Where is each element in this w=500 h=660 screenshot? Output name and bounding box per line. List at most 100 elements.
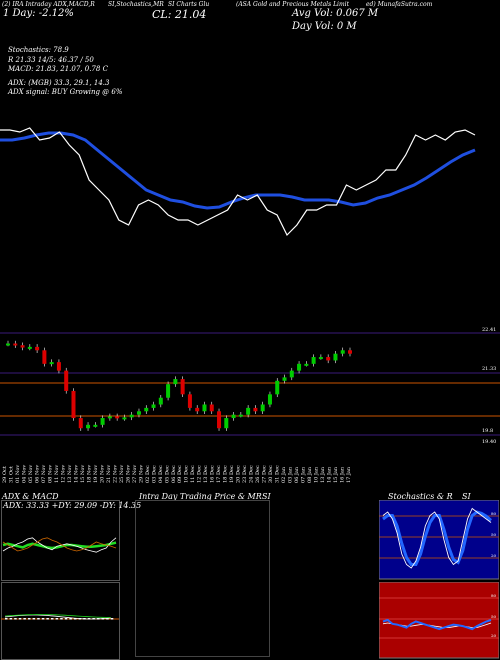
adx-values: ADX: 33.33 +DY: 29.09 -DY: 14.35 xyxy=(3,501,142,510)
date-label: 16 Jan xyxy=(340,466,346,483)
stoch-panel-si: SI xyxy=(462,492,471,501)
stoch-readout: Stochastics: 78.9 xyxy=(8,46,69,54)
macd-histogram-bar xyxy=(46,618,49,620)
header-site: ed) MunafaSutra.com xyxy=(366,1,433,8)
header-subtitle: SI,Stochastics,MR xyxy=(108,1,164,8)
date-label: 30 Dec xyxy=(268,465,274,483)
date-label: 18 Nov xyxy=(86,465,92,483)
date-label: 10 Dec xyxy=(184,465,190,483)
rsi-label-80: 80 xyxy=(491,593,497,598)
candle-body xyxy=(297,363,302,371)
date-label: 02 Jan xyxy=(281,466,287,483)
macd-histogram-bar xyxy=(74,618,77,620)
date-label: 11 Nov xyxy=(54,465,60,483)
candle-body xyxy=(20,345,25,348)
price-tick-bottom: 19.40 xyxy=(482,439,496,445)
intraday-panel-si: SI xyxy=(262,492,271,501)
day-change: 1 Day: -2.12% xyxy=(3,8,74,19)
date-label: 09 Dec xyxy=(177,465,183,483)
date-label: 08 Jan xyxy=(307,466,313,483)
date-label: 13 Dec xyxy=(203,465,209,483)
date-label: 16 Dec xyxy=(210,465,216,483)
rsi-label-20: 20 xyxy=(491,633,497,638)
candle-body xyxy=(100,418,105,425)
candle-body xyxy=(333,353,338,361)
candle-body xyxy=(151,404,156,408)
date-label: 03 Jan xyxy=(288,466,294,483)
r-readout: R 21.33 14/5: 46.37 / 50 xyxy=(8,56,94,64)
candle-body xyxy=(253,407,258,412)
adx-line xyxy=(2,541,117,550)
candle-body xyxy=(202,404,207,412)
macd-histogram-bar xyxy=(28,618,31,620)
date-label: 15 Nov xyxy=(80,465,86,483)
date-label: 22 Nov xyxy=(112,465,118,483)
price-tick-low: 19.8 xyxy=(482,428,493,434)
rsi-chart: 80 50 20 xyxy=(379,582,499,659)
candle-body xyxy=(35,346,40,351)
stochastics-chart: 80 50 20 xyxy=(379,500,499,580)
macd-histogram-bar xyxy=(37,618,40,620)
rsi-line xyxy=(382,618,492,631)
adx-panel xyxy=(1,500,120,581)
candle-body xyxy=(158,397,163,405)
date-label: 29 Oct xyxy=(2,466,8,483)
adx-chart xyxy=(2,537,117,553)
macd-histogram-bar xyxy=(23,618,26,620)
date-label: 03 Dec xyxy=(151,465,157,483)
intraday-panel-title: Intra Day Trading Price & MR xyxy=(139,492,262,501)
rsi-bg xyxy=(379,582,499,659)
macd-histogram-bar xyxy=(69,618,72,620)
header-subtitle-2: SI Charts Glu xyxy=(168,1,210,8)
macd-readout: MACD: 21.83, 21.07, 0.78 C xyxy=(8,65,108,73)
macd-histogram-bar xyxy=(5,618,8,620)
date-label: 17 Dec xyxy=(216,465,222,483)
candle-body xyxy=(180,379,185,395)
candle-body xyxy=(144,407,149,412)
close-price: CL: 21.04 xyxy=(152,8,207,21)
stoch-panel-title: Stochastics & R xyxy=(388,492,453,501)
candle-body xyxy=(107,416,112,419)
minus-di-line xyxy=(2,537,117,552)
candle-body xyxy=(326,357,331,361)
candle-body xyxy=(27,346,32,349)
date-label: 18 Dec xyxy=(223,465,229,483)
macd-histogram-bar xyxy=(41,618,45,620)
candle-body xyxy=(304,363,309,366)
macd-histogram-bar xyxy=(55,618,59,620)
candle-body xyxy=(166,384,171,398)
adx-readout: ADX: (MGB) 33.3, 29.1, 14.3 xyxy=(8,79,110,87)
date-label: 24 Dec xyxy=(249,465,255,483)
date-label: 06 Jan xyxy=(294,466,300,483)
date-label: 20 Nov xyxy=(99,465,105,483)
header-title: (2) IRA Intraday ADX,MACD,R xyxy=(2,1,95,8)
candle-body xyxy=(86,424,91,429)
candle-body xyxy=(71,390,76,419)
stoch-label-50: 50 xyxy=(491,532,497,537)
date-label: 27 Dec xyxy=(262,465,268,483)
candle-body xyxy=(93,424,98,427)
date-label: 02 Dec xyxy=(145,465,151,483)
date-label: 14 Jan xyxy=(327,466,333,483)
adx-signal: ADX signal: BUY Growing @ 6% xyxy=(8,88,123,96)
date-label: 27 Nov xyxy=(132,465,138,483)
candle-body xyxy=(282,377,287,381)
candle-body xyxy=(318,357,323,360)
candle-body xyxy=(13,343,18,346)
rsi-label-50: 50 xyxy=(491,614,497,619)
price-ma-chart xyxy=(0,127,476,237)
candle-body xyxy=(49,362,54,365)
macd-histogram-bar xyxy=(14,618,17,620)
date-label: 05 Dec xyxy=(164,465,170,483)
candle-body xyxy=(209,404,214,412)
candle-body xyxy=(348,350,352,354)
stoch-k-line xyxy=(382,507,492,569)
date-label: 23 Dec xyxy=(242,465,248,483)
date-label: 31 Dec xyxy=(275,465,281,483)
candle-body xyxy=(6,343,10,346)
price-tick-mid: 21.33 xyxy=(482,366,496,372)
macd-histogram-bar xyxy=(51,618,54,620)
date-label: 01 Nov xyxy=(15,465,21,483)
date-label: 19 Dec xyxy=(229,465,235,483)
candle-body xyxy=(187,394,192,408)
